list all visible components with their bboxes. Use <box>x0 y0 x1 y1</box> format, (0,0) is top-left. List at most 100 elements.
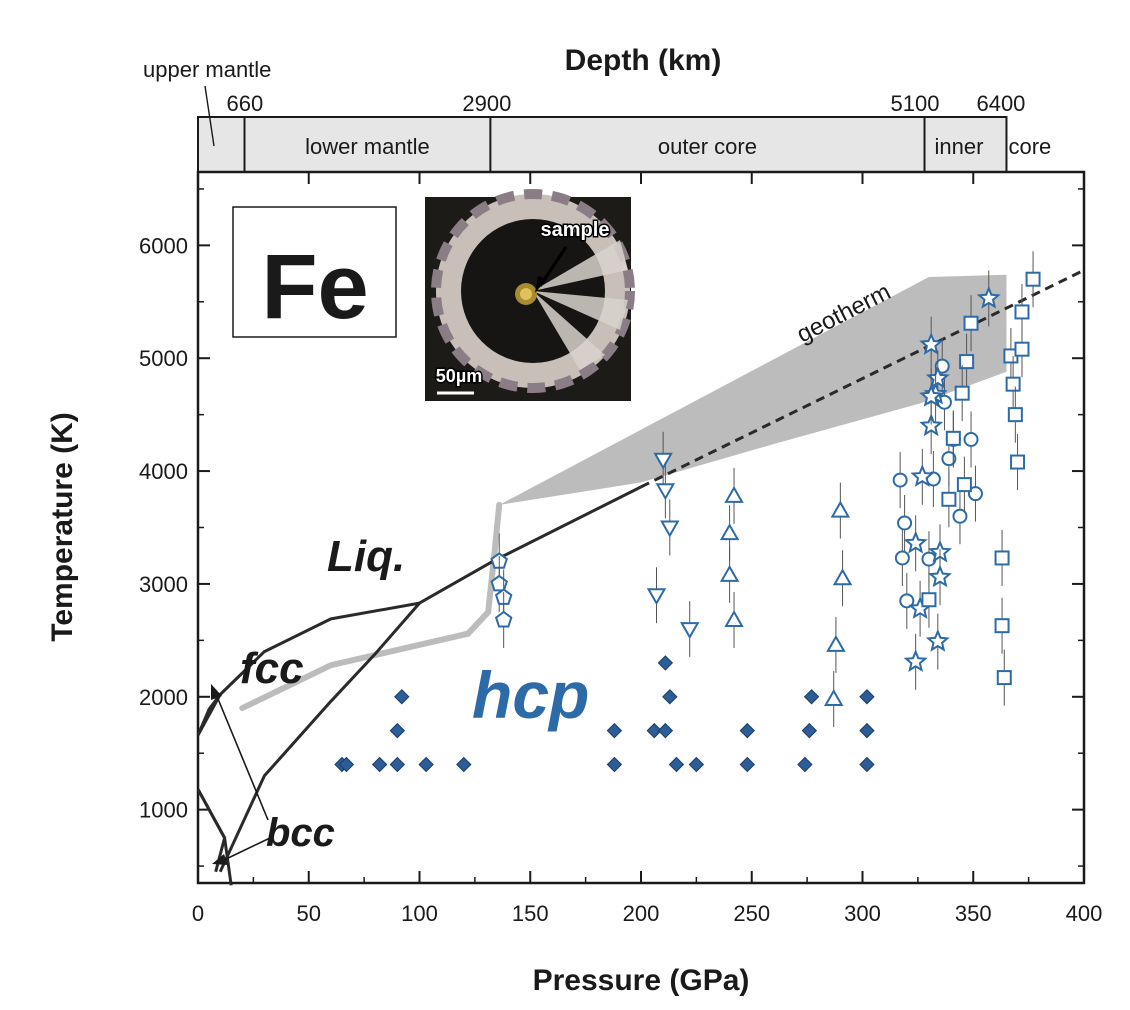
data-point-diamond-filled <box>371 756 388 773</box>
geotherm-band <box>239 274 1007 712</box>
depth-zone-label: outer core <box>658 134 757 159</box>
data-point-triangle-up-open <box>719 564 740 582</box>
data-point-triangle-up-open <box>830 500 851 518</box>
data-point-diamond-filled <box>668 756 685 773</box>
data-point-diamond-filled <box>797 756 813 773</box>
data-point-diamond-filled <box>859 756 875 773</box>
phase-label-liquid: Liq. <box>327 532 405 581</box>
data-point-triangle-up-open <box>823 689 844 707</box>
data-point-star-open <box>976 285 1001 309</box>
data-point-diamond-filled <box>456 756 472 773</box>
data-point-circle-open <box>941 451 957 467</box>
fcc-hcp-boundary <box>218 602 421 873</box>
data-point-triangle-up-open <box>724 485 744 503</box>
data-point-circle-open <box>894 550 910 566</box>
data-point-square-open <box>945 430 961 446</box>
x-tick-label: 50 <box>297 901 321 926</box>
data-point-diamond-filled <box>606 756 623 773</box>
data-point-star-open <box>919 384 944 407</box>
data-point-square-open <box>956 477 972 493</box>
geotherm-band-area <box>494 274 1007 551</box>
phase-label-hcp: hcp <box>472 658 589 732</box>
data-point-square-open <box>994 550 1010 566</box>
inset-sample-label: sample <box>541 219 610 241</box>
data-point-square-open <box>1014 304 1030 320</box>
data-point-circle-open <box>952 508 968 524</box>
phase-label-bcc: bcc <box>266 811 335 855</box>
data-point-square-open <box>954 385 970 401</box>
data-point-square-open <box>1007 407 1023 423</box>
data-point-diamond-filled <box>657 655 674 671</box>
data-point-square-open <box>1025 271 1041 287</box>
data-point-diamond-filled <box>662 689 678 705</box>
data-point-diamond-filled <box>739 722 756 739</box>
y-axis-label: Temperature (K) <box>46 412 79 641</box>
upper-mantle-pointer <box>204 85 215 147</box>
x-tick-label: 250 <box>733 901 770 926</box>
bcc-arrows <box>211 684 271 865</box>
y-tick-label: 4000 <box>139 459 188 484</box>
data-point-pentagon-open <box>490 574 508 592</box>
geotherm-lower-mantle <box>239 501 503 712</box>
data-point-circle-open <box>892 472 908 488</box>
data-point-triangle-up-open <box>724 610 744 628</box>
phase-label-fcc: fcc <box>240 644 304 693</box>
data-point-square-open <box>996 670 1012 686</box>
x-tick-label: 150 <box>512 901 549 926</box>
x-tick-label: 300 <box>844 901 881 926</box>
data-point-diamond-filled <box>739 756 756 773</box>
data-point-diamond-filled <box>657 722 674 739</box>
data-point-diamond-filled <box>801 722 818 739</box>
data-point-diamond-filled <box>803 689 820 705</box>
data-point-star-open <box>910 464 935 487</box>
data-point-triangle-down-open <box>655 483 676 501</box>
depth-tick-label: 6400 <box>976 91 1025 116</box>
data-point-star-open <box>925 365 950 389</box>
data-point-square-open <box>921 592 937 608</box>
data-point-diamond-filled <box>859 689 875 705</box>
data-point-square-open <box>941 491 957 507</box>
y-axis: 1000 2000 3000 4000 5000 6000 <box>139 188 1084 867</box>
data-point-triangle-up-open <box>832 568 853 586</box>
element-box <box>232 206 397 338</box>
data-point-star-open <box>903 530 928 554</box>
x-tick-label: 0 <box>192 901 204 926</box>
top-axis-title: Depth (km) <box>565 44 722 77</box>
data-point-diamond-filled <box>389 722 406 739</box>
data-point-circle-open <box>899 593 915 609</box>
x-tick-label: 400 <box>1066 901 1103 926</box>
data-point-diamond-filled <box>859 722 875 739</box>
data-point-pentagon-open <box>494 610 513 628</box>
data-point-diamond-filled <box>338 756 355 773</box>
x-tick-label: 350 <box>955 901 992 926</box>
data-point-square-open <box>994 618 1010 634</box>
data-point-triangle-down-open <box>660 520 680 538</box>
y-tick-label: 1000 <box>139 798 188 823</box>
inset-scale-label: 50µm <box>436 366 482 386</box>
depth-zone-label: core <box>1008 134 1051 159</box>
data-point-star-open <box>928 564 952 588</box>
data-point-diamond-filled <box>606 722 623 739</box>
depth-tick-label: 660 <box>227 91 264 116</box>
bcc-fcc-boundary <box>196 693 222 736</box>
depth-zone-label: lower mantle <box>305 134 430 159</box>
depth-tick-label: 5100 <box>891 91 940 116</box>
data-point-diamond-filled <box>646 722 662 739</box>
data-point-triangle-down-open <box>680 622 700 640</box>
data-point-square-open <box>963 315 979 331</box>
data-point-circle-open <box>897 515 913 531</box>
data-point-square-open <box>1005 376 1021 392</box>
data-point-triangle-up-open <box>719 523 740 541</box>
data-point-square-open <box>959 354 975 370</box>
x-axis: 0 50 100 150 200 250 300 350 400 <box>192 172 1102 926</box>
data-point-star-open <box>919 332 944 355</box>
element-label: Fe <box>261 236 368 338</box>
depth-zone-label: upper mantle <box>143 57 271 82</box>
bcc-lower-branch <box>196 788 233 886</box>
data-point-square-open <box>1014 341 1030 357</box>
data-point-diamond-filled <box>688 756 705 773</box>
sample-micrograph: sample 50µm <box>425 189 635 401</box>
depth-bar-fill <box>197 116 1008 173</box>
data-point-diamond-filled <box>418 756 434 773</box>
